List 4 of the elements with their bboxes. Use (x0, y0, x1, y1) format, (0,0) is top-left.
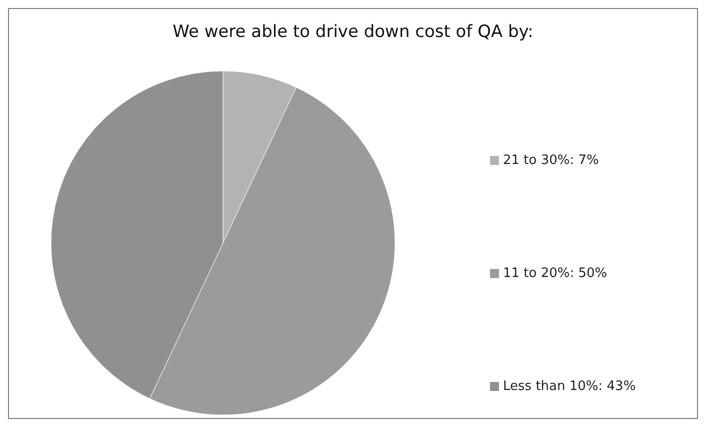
legend-label: 21 to 30%: 7% (503, 152, 599, 168)
legend-label: 11 to 20%: 50% (503, 266, 608, 280)
legend-label: Less than 10%: 43% (503, 378, 636, 394)
chart-title: We were able to drive down cost of QA by: (172, 22, 534, 42)
